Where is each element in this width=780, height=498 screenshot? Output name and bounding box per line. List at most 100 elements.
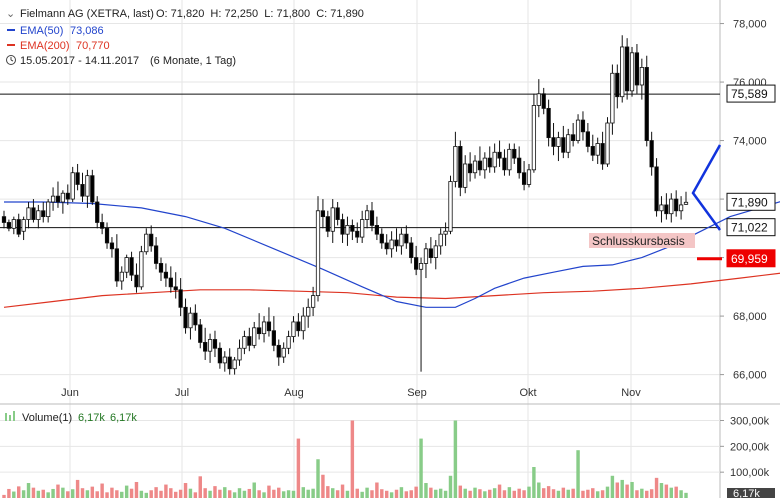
candle (153, 237, 159, 270)
volume-bar (635, 490, 639, 498)
candle-up (448, 181, 453, 232)
volume-bar (615, 482, 620, 498)
price-tick-label: 68,000 (733, 311, 767, 323)
candle-up (11, 219, 16, 229)
price-tag: 71,022 (726, 218, 776, 237)
volume-bar (649, 489, 654, 498)
volume-bar (610, 475, 615, 498)
candle-up (575, 119, 581, 141)
candle-down (134, 274, 139, 288)
volume-legend-icon (5, 413, 7, 421)
volume-bar (512, 490, 516, 498)
volume-bar (600, 490, 605, 498)
candle (75, 163, 80, 191)
candle-down (129, 257, 134, 276)
candle (286, 330, 291, 355)
candle (414, 245, 419, 276)
volume-bar (384, 490, 389, 498)
candle (222, 351, 227, 372)
volume-bar (70, 489, 75, 498)
candle-up (536, 93, 541, 106)
volume-bar (218, 489, 222, 498)
candle-down (374, 225, 380, 235)
candle-down (320, 210, 326, 218)
candle (678, 196, 684, 220)
candle (664, 193, 669, 220)
candle-up (438, 233, 443, 247)
candle (212, 330, 218, 358)
volume-bar (620, 479, 624, 498)
candle-down (153, 245, 159, 264)
price-tag-box (726, 218, 776, 237)
volume-bar (227, 490, 232, 498)
candle-up (507, 148, 512, 171)
candle (291, 316, 296, 343)
volume-bar (257, 490, 261, 498)
candle-up (526, 169, 532, 185)
candle (600, 131, 605, 170)
volume-bar (301, 487, 306, 498)
candle-up (364, 210, 370, 220)
candle-up (36, 210, 41, 220)
legend-title: Fielmann AG (XETRA, last) (20, 8, 154, 20)
volume-bar (335, 490, 340, 498)
candle (124, 254, 129, 279)
candle-up (678, 204, 684, 212)
volume-bar (409, 490, 413, 498)
candle (345, 216, 350, 246)
legend-icon-chevron[interactable]: ⌄ (6, 8, 15, 20)
volume-bar (492, 488, 497, 498)
volume-bar (576, 450, 580, 498)
candle (374, 216, 380, 241)
volume-bar (497, 484, 502, 498)
volume-bar (164, 484, 168, 498)
candle (296, 313, 301, 337)
candle-down (467, 163, 473, 174)
candle (261, 316, 267, 343)
candle-up (124, 257, 129, 273)
candle (31, 199, 36, 223)
candle-down (394, 239, 399, 247)
candle (310, 286, 316, 317)
candle-down (541, 93, 546, 109)
candle (399, 228, 404, 255)
volume-bar (345, 490, 350, 498)
candle (90, 169, 95, 205)
candle (649, 131, 654, 176)
volume-bar (659, 483, 664, 498)
price-tag-box (726, 192, 776, 211)
candle-down (227, 356, 232, 370)
candle (497, 140, 502, 167)
candle (433, 240, 438, 270)
candle-up (26, 207, 31, 220)
candle (129, 251, 134, 281)
volume-bar (541, 488, 546, 498)
candle-down (95, 201, 100, 223)
candle (306, 298, 311, 328)
candle (541, 87, 546, 115)
volume-bar (208, 490, 212, 498)
volume-bar (483, 491, 487, 498)
candle (566, 128, 571, 159)
volume-bar (267, 485, 271, 498)
candle-down (404, 233, 409, 244)
candle (615, 64, 620, 109)
candle (301, 307, 306, 340)
candle-down (355, 230, 360, 238)
candle (247, 327, 252, 352)
candle (536, 79, 541, 118)
volume-bar (105, 492, 109, 498)
candle-up (310, 295, 316, 308)
volume-bar (488, 489, 492, 498)
candle-down (80, 184, 85, 197)
candle (360, 210, 365, 243)
candle-up (281, 347, 286, 358)
candle-down (585, 131, 590, 147)
volume-bar (640, 488, 644, 498)
candle (502, 149, 507, 176)
volume-bar (674, 486, 678, 498)
trend-arrow (691, 144, 722, 231)
volume-bar (443, 490, 448, 498)
volume-bar (21, 490, 26, 498)
volume-tick-label: 300,00k (730, 416, 770, 428)
